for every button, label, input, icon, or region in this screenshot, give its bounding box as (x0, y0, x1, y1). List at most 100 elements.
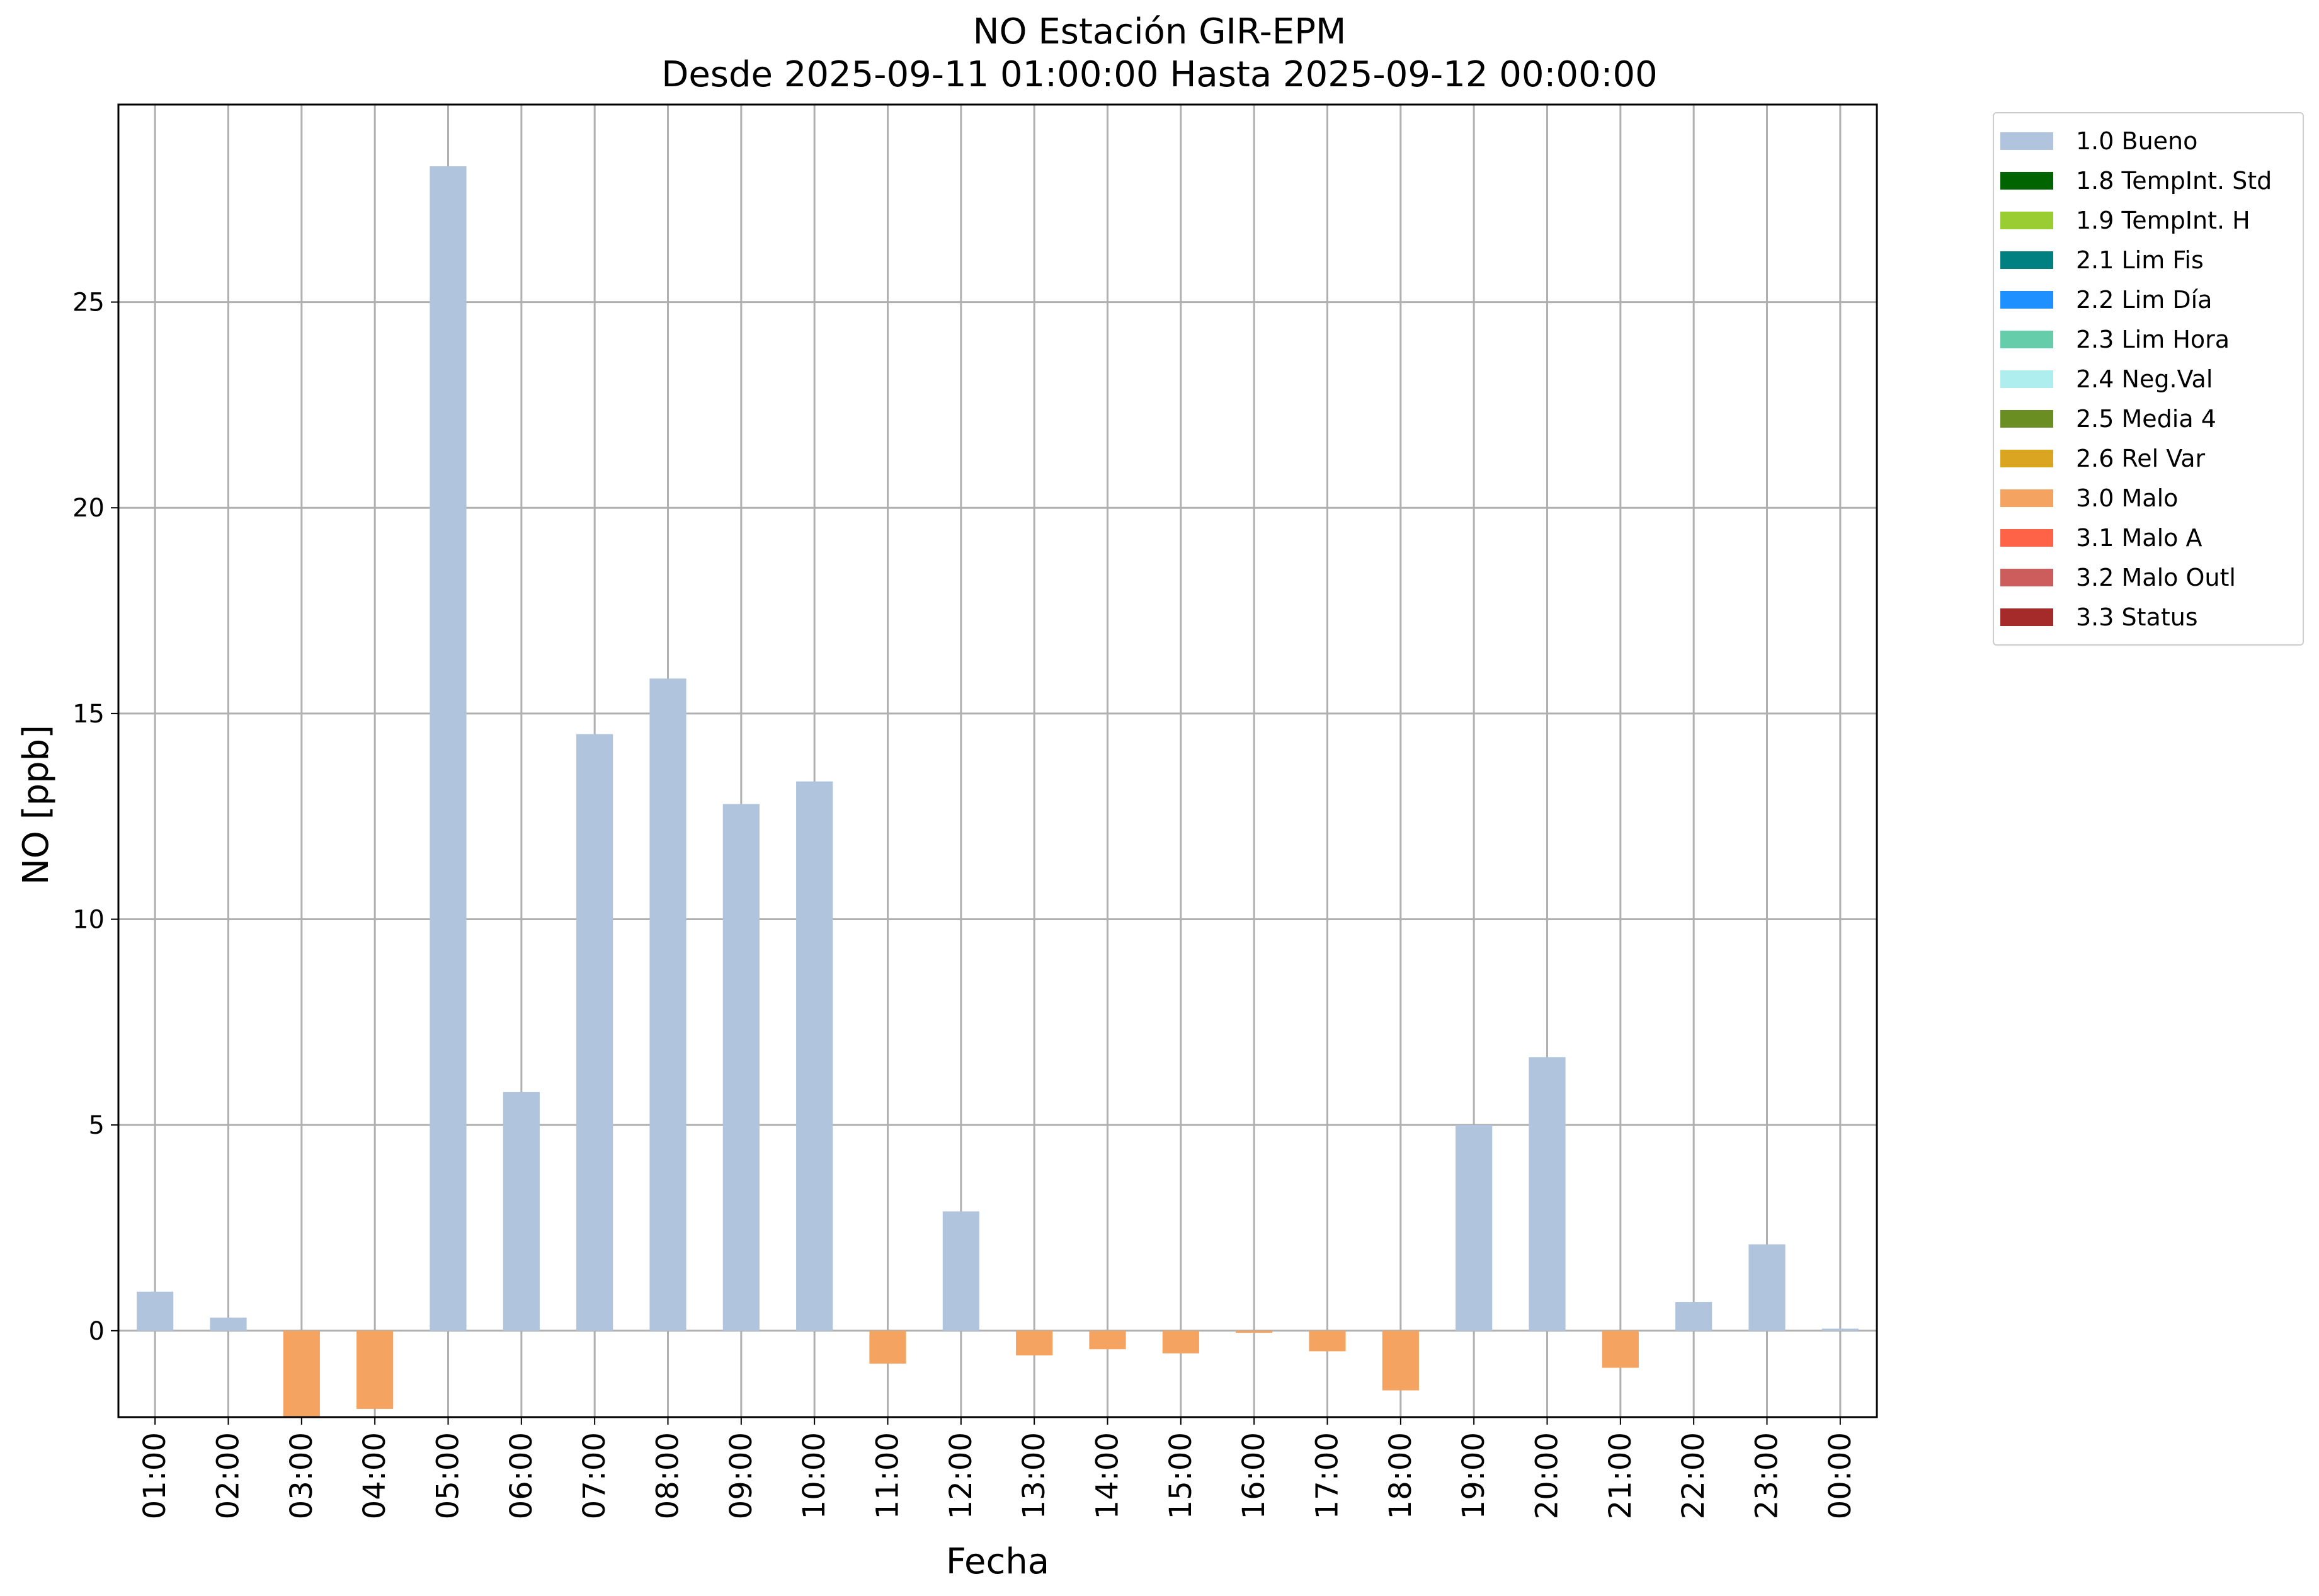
x-tick-label: 12:00 (943, 1432, 979, 1519)
legend-label: 1.8 TempInt. Std (2076, 166, 2272, 195)
bar-1500 (1162, 1330, 1199, 1354)
legend-label: 3.1 Malo A (2076, 523, 2202, 552)
x-tick-label: 02:00 (211, 1432, 246, 1519)
x-tick-label: 10:00 (797, 1432, 832, 1519)
x-tick-label: 09:00 (724, 1432, 759, 1519)
legend-swatch (2000, 528, 2053, 547)
legend-label: 2.3 Lim Hora (2076, 325, 2230, 353)
legend-item: 3.0 Malo (1994, 478, 2303, 518)
legend-label: 2.2 Lim Día (2076, 285, 2213, 314)
legend-swatch (2000, 489, 2053, 507)
legend-label: 1.9 TempInt. H (2076, 206, 2250, 234)
legend-swatch (2000, 370, 2053, 388)
x-tick-label: 13:00 (1017, 1432, 1052, 1519)
bar-1900 (1456, 1125, 1493, 1331)
x-tick-label: 23:00 (1750, 1432, 1785, 1519)
x-tick-label: 20:00 (1530, 1432, 1565, 1519)
x-tick-label: 00:00 (1823, 1432, 1858, 1519)
bar-0300 (283, 1330, 320, 1417)
legend-item: 2.6 Rel Var (1994, 438, 2303, 478)
x-tick-label: 03:00 (284, 1432, 319, 1519)
legend-label: 2.1 Lim Fis (2076, 246, 2204, 274)
legend-label: 2.4 Neg.Val (2076, 365, 2213, 393)
x-tick-label: 19:00 (1456, 1432, 1491, 1519)
legend-swatch (2000, 171, 2053, 190)
legend-item: 1.0 Bueno (1994, 121, 2303, 161)
plot-frame (117, 103, 1878, 1418)
legend-item: 2.3 Lim Hora (1994, 319, 2303, 359)
legend-label: 2.6 Rel Var (2076, 444, 2206, 472)
legend-item: 3.3 Status (1994, 597, 2303, 637)
legend-item: 2.2 Lim Día (1994, 280, 2303, 319)
bar-2200 (1675, 1302, 1712, 1331)
x-tick-label: 18:00 (1383, 1432, 1418, 1519)
x-tick-label: 15:00 (1163, 1432, 1199, 1519)
bar-1800 (1382, 1330, 1419, 1391)
bar-0400 (356, 1330, 394, 1409)
bar-0100 (137, 1291, 174, 1331)
legend-swatch (2000, 568, 2053, 586)
x-tick-label: 11:00 (870, 1432, 906, 1519)
legend-label: 3.0 Malo (2076, 484, 2179, 512)
legend-item: 3.2 Malo Outl (1994, 557, 2303, 597)
bar-0600 (503, 1092, 540, 1331)
x-tick-label: 08:00 (651, 1432, 686, 1519)
legend-label: 1.0 Bueno (2076, 127, 2198, 155)
legend-swatch (2000, 409, 2053, 428)
legend-item: 2.1 Lim Fis (1994, 240, 2303, 280)
bar-1400 (1089, 1330, 1126, 1350)
x-axis-label: Fecha (946, 1541, 1049, 1582)
legend-swatch (2000, 290, 2053, 309)
bar-1600 (1236, 1330, 1273, 1333)
legend-item: 1.8 TempInt. Std (1994, 161, 2303, 200)
legend-label: 3.3 Status (2076, 603, 2198, 631)
x-tick-label: 14:00 (1090, 1432, 1125, 1519)
y-tick-label: 5 (89, 1111, 105, 1140)
y-axis-label: NO [ppb] (16, 725, 57, 885)
legend-item: 2.5 Media 4 (1994, 399, 2303, 438)
legend-swatch (2000, 251, 2053, 269)
bar-2100 (1602, 1330, 1639, 1368)
bar-1700 (1309, 1330, 1346, 1352)
x-tick-label: 17:00 (1310, 1432, 1345, 1519)
bar-1000 (796, 781, 833, 1331)
bar-0900 (722, 804, 760, 1331)
chart-title-line2: Desde 2025-09-11 01:00:00 Hasta 2025-09-… (661, 54, 1658, 95)
x-tick-label: 16:00 (1236, 1432, 1272, 1519)
y-tick-label: 25 (72, 288, 105, 317)
x-tick-label: 22:00 (1676, 1432, 1711, 1519)
y-tick-label: 10 (72, 906, 105, 935)
bar-0700 (576, 734, 613, 1331)
bar-1200 (942, 1211, 979, 1331)
legend-label: 2.5 Media 4 (2076, 404, 2216, 433)
legend-item: 1.9 TempInt. H (1994, 200, 2303, 240)
bar-1100 (869, 1330, 906, 1364)
legend-item: 2.4 Neg.Val (1994, 359, 2303, 399)
legend-swatch (2000, 449, 2053, 467)
x-tick-label: 07:00 (577, 1432, 612, 1519)
bar-0000 (1821, 1328, 1859, 1331)
legend-swatch (2000, 330, 2053, 348)
x-tick-label: 06:00 (504, 1432, 539, 1519)
bar-0500 (430, 166, 467, 1331)
chart-legend: 1.0 Bueno 1.8 TempInt. Std 1.9 TempInt. H 2… (1993, 112, 2304, 646)
y-tick-label: 20 (72, 494, 105, 523)
legend-swatch (2000, 211, 2053, 229)
legend-item: 3.1 Malo A (1994, 518, 2303, 557)
bar-0200 (210, 1317, 247, 1331)
x-tick-label: 05:00 (431, 1432, 466, 1519)
x-tick-label: 04:00 (357, 1432, 392, 1519)
bar-0800 (649, 678, 687, 1331)
bar-2000 (1529, 1057, 1566, 1331)
y-tick-label: 0 (89, 1317, 105, 1346)
legend-swatch (2000, 132, 2053, 150)
bar-1300 (1016, 1330, 1053, 1356)
x-tick-label: 21:00 (1603, 1432, 1638, 1519)
x-tick-label: 01:00 (137, 1432, 173, 1519)
y-tick-label: 15 (72, 700, 105, 729)
legend-swatch (2000, 608, 2053, 626)
bar-2300 (1748, 1244, 1786, 1331)
legend-label: 3.2 Malo Outl (2076, 563, 2236, 591)
chart-title-line1: NO Estación GIR-EPM (972, 11, 1347, 52)
